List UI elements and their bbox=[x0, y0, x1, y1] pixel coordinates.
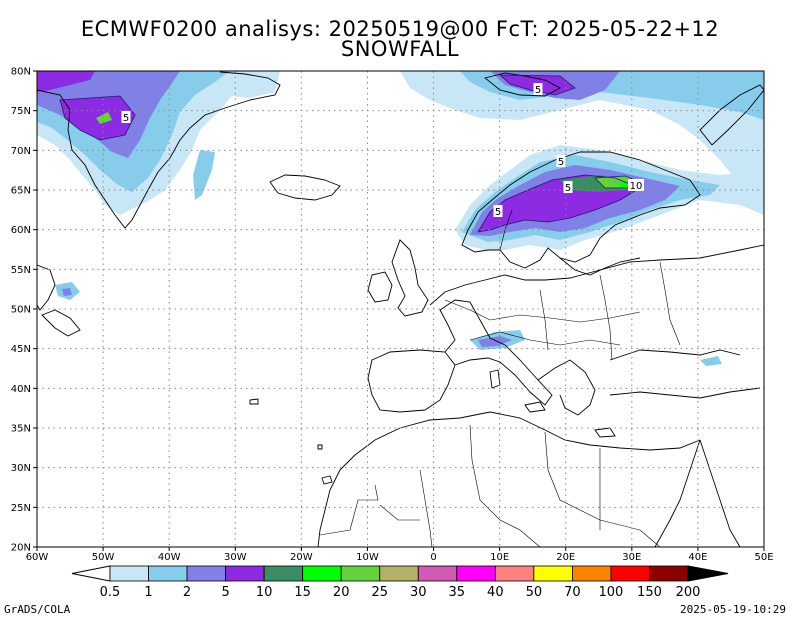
contour-label: 5 bbox=[495, 207, 501, 218]
colorbar-swatch bbox=[263, 565, 304, 582]
y-tick-label: 80N bbox=[11, 67, 31, 78]
map-title: ECMWF0200 analisys: 20250519@00 FcT: 202… bbox=[80, 17, 720, 41]
colorbar-label: 15 bbox=[294, 585, 311, 600]
x-tick-label: 10E bbox=[490, 552, 509, 563]
colorbar-max-arrow bbox=[687, 565, 729, 582]
colorbar: 0.5 1 2 5 10 15 20 25 30 35 40 50 70 100 150 200 bbox=[71, 565, 729, 600]
colorbar-label: 70 bbox=[564, 585, 581, 600]
colorbar-label: 0.5 bbox=[100, 585, 121, 600]
contour-label-bg bbox=[563, 181, 573, 193]
colorbar-swatch bbox=[186, 565, 226, 582]
colorbar-swatch bbox=[379, 565, 419, 582]
colorbar-min-arrow bbox=[71, 565, 111, 582]
colorbar-label: 40 bbox=[487, 585, 504, 600]
colorbar-label: 1 bbox=[144, 585, 152, 600]
render-timestamp: 2025-05-19-10:29 bbox=[680, 603, 786, 616]
x-tick-label: 50W bbox=[92, 552, 115, 563]
x-tick-label: 40E bbox=[688, 552, 707, 563]
x-tick-label: 20W bbox=[290, 552, 313, 563]
colorbar-swatch bbox=[494, 565, 535, 582]
colorbar-label: 50 bbox=[526, 585, 543, 600]
colorbar-label: 35 bbox=[449, 585, 466, 600]
contour-label-bg bbox=[556, 155, 566, 167]
contour-label: 5 bbox=[558, 157, 564, 168]
y-tick-label: 60N bbox=[11, 225, 31, 236]
y-tick-label: 65N bbox=[11, 186, 31, 197]
y-tick-label: 75N bbox=[11, 106, 31, 117]
contour-label: 10 bbox=[630, 181, 643, 192]
software-credit: GrADS/COLA bbox=[4, 603, 71, 616]
colorbar-label: 150 bbox=[637, 585, 662, 600]
y-axis: 20N 25N 30N 35N 40N 45N 50N 55N 60N 65N 70N 75N 80N bbox=[11, 67, 37, 554]
y-tick-label: 20N bbox=[11, 543, 31, 554]
contour-label: 5 bbox=[535, 85, 541, 96]
coastlines bbox=[37, 71, 764, 547]
y-tick-label: 25N bbox=[11, 503, 31, 514]
x-tick-label: 30E bbox=[622, 552, 641, 563]
contour-label-bg bbox=[493, 205, 503, 217]
colorbar-swatch bbox=[533, 565, 573, 582]
contour-lines bbox=[59, 74, 641, 233]
map-subtitle: SNOWFALL bbox=[340, 37, 460, 61]
colorbar-swatch bbox=[417, 565, 458, 582]
colorbar-swatch bbox=[572, 565, 612, 582]
x-tick-label: 20E bbox=[556, 552, 575, 563]
y-tick-label: 35N bbox=[11, 424, 31, 435]
y-tick-label: 40N bbox=[11, 384, 31, 395]
colorbar-label: 2 bbox=[183, 585, 191, 600]
contour-label-bg bbox=[533, 83, 543, 95]
colorbar-label: 200 bbox=[676, 585, 701, 600]
colorbar-swatch bbox=[340, 565, 381, 582]
colorbar-swatch bbox=[302, 565, 342, 582]
y-tick-label: 45N bbox=[11, 344, 31, 355]
colorbar-swatch bbox=[109, 565, 149, 582]
colorbar-label: 10 bbox=[256, 585, 273, 600]
x-tick-label: 40W bbox=[158, 552, 181, 563]
colorbar-label: 30 bbox=[410, 585, 427, 600]
colorbar-swatch bbox=[456, 565, 496, 582]
colorbar-swatch bbox=[225, 565, 265, 582]
x-tick-label: 0 bbox=[430, 552, 436, 563]
x-tick-label: 60W bbox=[26, 552, 49, 563]
colorbar-label: 20 bbox=[333, 585, 350, 600]
contour-label: 5 bbox=[123, 113, 129, 124]
colorbar-swatch bbox=[610, 565, 650, 582]
snowfall-shading bbox=[37, 71, 764, 366]
y-tick-label: 70N bbox=[11, 146, 31, 157]
x-tick-label: 10W bbox=[356, 552, 379, 563]
colorbar-swatch bbox=[148, 565, 188, 582]
gridlines bbox=[37, 71, 764, 547]
contour-label-bg bbox=[121, 111, 131, 123]
contour-label-bg bbox=[628, 179, 644, 191]
x-axis: 60W 50W 40W 30W 20W 10W 0 10E 20E 30E 40E 50E bbox=[26, 547, 774, 563]
contour-label: 5 bbox=[565, 183, 571, 194]
x-tick-label: 50E bbox=[754, 552, 773, 563]
borders bbox=[319, 209, 681, 547]
y-tick-label: 55N bbox=[11, 265, 31, 276]
x-tick-label: 30W bbox=[224, 552, 247, 563]
colorbar-label: 25 bbox=[371, 585, 388, 600]
contour-labels: 5 5 5 5 5 10 bbox=[121, 83, 644, 218]
y-tick-label: 30N bbox=[11, 463, 31, 474]
colorbar-label: 5 bbox=[221, 585, 229, 600]
colorbar-swatch bbox=[649, 565, 689, 582]
y-tick-label: 50N bbox=[11, 305, 31, 316]
colorbar-label: 100 bbox=[599, 585, 624, 600]
